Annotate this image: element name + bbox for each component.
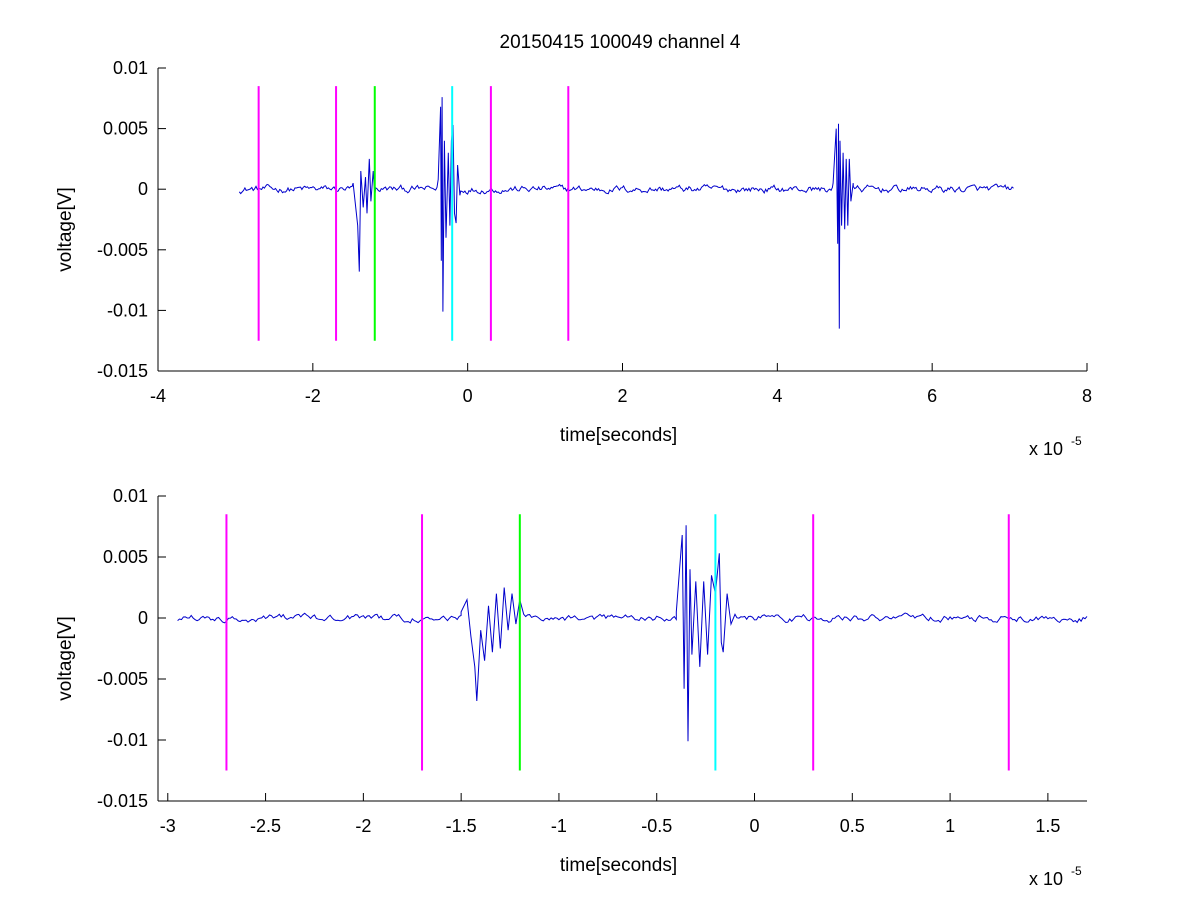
y-tick-label: -0.015 [97, 361, 148, 381]
x-tick-label: -2 [305, 386, 321, 406]
x-tick-label: -2 [355, 816, 371, 836]
y-tick-label: 0.01 [113, 486, 148, 506]
x-exponent-label: x 10 [1029, 869, 1063, 889]
top-plot: -0.015 -0.01 -0.005 0 0.005 0.01 -4 -2 0 2 4 6 8 time… [55, 58, 1092, 459]
signal-series-line [177, 525, 1088, 742]
x-tick-label: 4 [772, 386, 782, 406]
x-tick-label: -1 [551, 816, 567, 836]
signal-series-line [238, 97, 1014, 329]
x-tick-label: -3 [160, 816, 176, 836]
y-tick-label: -0.01 [107, 730, 148, 750]
x-axis-label: time[seconds] [560, 855, 677, 876]
x-tick-label: -1.5 [446, 816, 477, 836]
x-tick-label: 1.5 [1035, 816, 1060, 836]
y-tick-label: 0.01 [113, 58, 148, 78]
y-tick-label: 0 [138, 179, 148, 199]
y-tick-label: 0.005 [103, 547, 148, 567]
figure-title: 20150415 100049 channel 4 [500, 32, 741, 53]
x-tick-label: 8 [1082, 386, 1092, 406]
y-tick-label: 0 [138, 608, 148, 628]
x-tick-label: 2 [617, 386, 627, 406]
y-tick-label: -0.005 [97, 669, 148, 689]
x-tick-label: 0 [463, 386, 473, 406]
x-tick-label: -2.5 [250, 816, 281, 836]
y-tick-label: -0.01 [107, 300, 148, 320]
y-tick-label: 0.005 [103, 119, 148, 139]
bottom-plot: -0.015 -0.01 -0.005 0 0.005 0.01 -3 -2.5 -2 -1.5 -… [55, 486, 1088, 889]
y-tick-label: -0.005 [97, 240, 148, 260]
x-tick-label: 6 [927, 386, 937, 406]
x-tick-label: 0 [750, 816, 760, 836]
y-axis-label: voltage[V] [55, 187, 76, 272]
x-exponent-power: -5 [1071, 434, 1082, 448]
x-tick-label: -4 [150, 386, 166, 406]
x-exponent-label: x 10 [1029, 439, 1063, 459]
y-tick-label: -0.015 [97, 791, 148, 811]
x-exponent-power: -5 [1071, 864, 1082, 878]
x-tick-label: 0.5 [840, 816, 865, 836]
x-tick-label: 1 [945, 816, 955, 836]
x-axis-label: time[seconds] [560, 425, 677, 446]
y-axis-label: voltage[V] [55, 616, 76, 701]
x-tick-label: -0.5 [641, 816, 672, 836]
